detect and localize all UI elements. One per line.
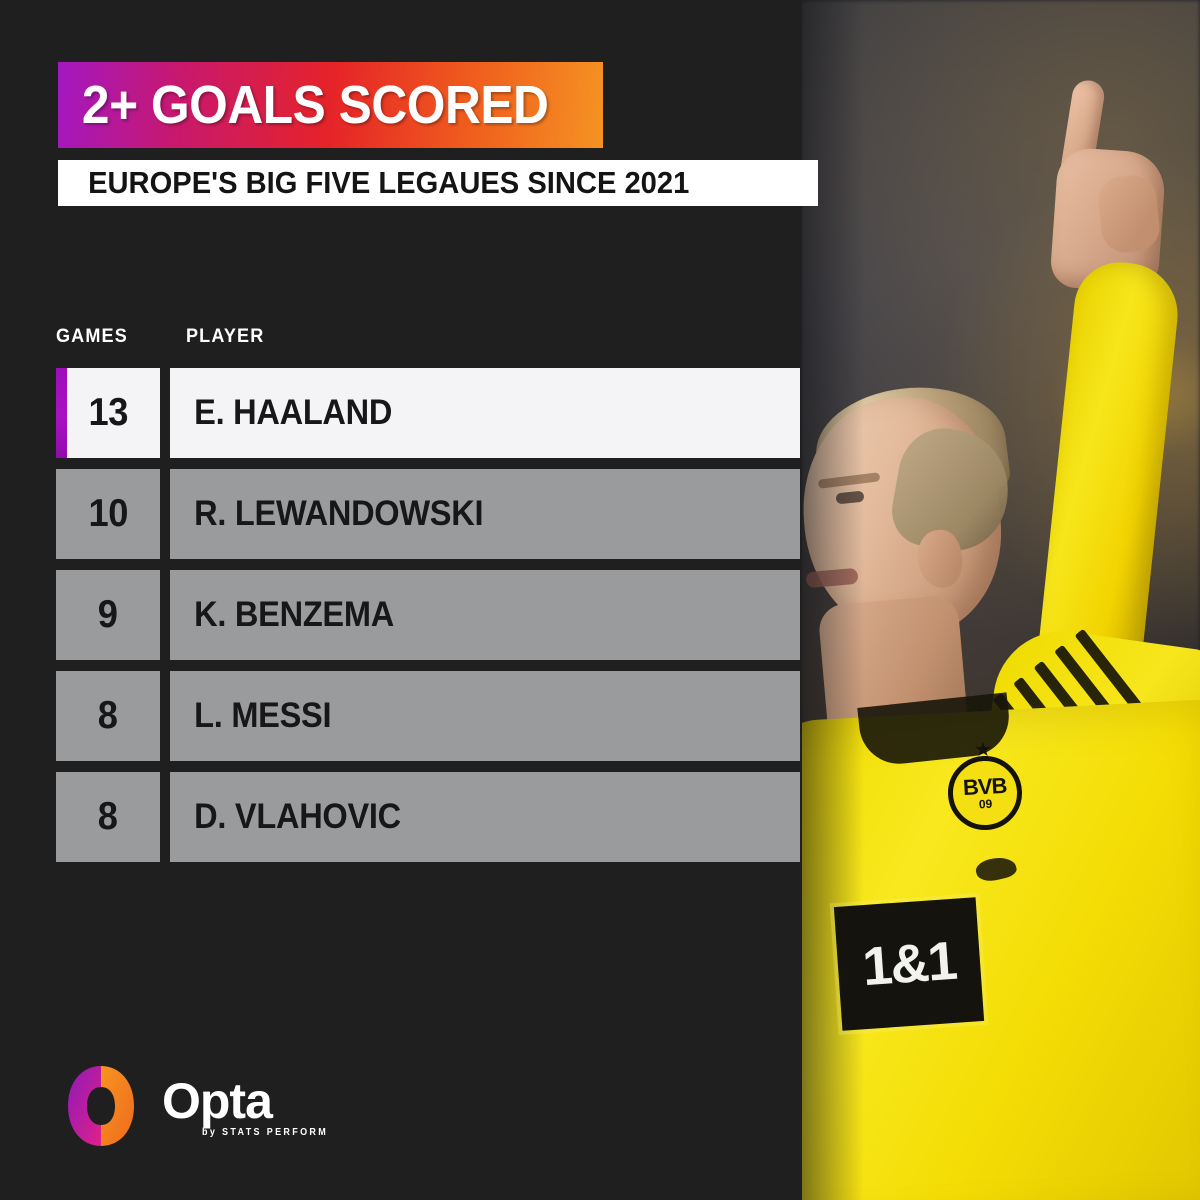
sponsor-patch: 1&1 — [833, 897, 985, 1031]
page-subtitle: EUROPE'S BIG FIVE LEGAUES SINCE 2021 — [88, 165, 690, 200]
player-name: R. LEWANDOWSKI — [194, 494, 484, 533]
table-row[interactable]: 8 D. VLAHOVIC — [56, 772, 802, 862]
cell-games: 13 — [56, 368, 160, 458]
page-title: 2+ GOALS SCORED — [81, 75, 549, 135]
player-name: E. HAALAND — [194, 393, 393, 432]
games-value: 9 — [98, 593, 118, 636]
opta-tagline: by STATS PERFORM — [202, 1126, 329, 1138]
player-name: L. MESSI — [194, 696, 332, 735]
column-header-player: PLAYER — [186, 326, 265, 347]
sponsor-label: 1&1 — [860, 930, 958, 998]
games-value: 10 — [88, 492, 128, 535]
crest-year: 09 — [978, 796, 993, 812]
table-row[interactable]: 13 E. HAALAND — [56, 368, 802, 458]
crest-letters: BVB — [962, 772, 1008, 801]
cell-player: L. MESSI — [170, 671, 800, 761]
cell-player: E. HAALAND — [170, 368, 800, 458]
table-row[interactable]: 10 R. LEWANDOWSKI — [56, 469, 802, 559]
cell-player: D. VLAHOVIC — [170, 772, 800, 862]
player-name: K. BENZEMA — [194, 595, 394, 634]
title-banner: 2+ GOALS SCORED — [58, 62, 603, 148]
games-value: 8 — [98, 694, 118, 737]
opta-mark-icon — [62, 1063, 140, 1149]
crest-star-icon: ★ — [974, 739, 992, 761]
cell-games: 9 — [56, 570, 160, 660]
opta-wordmark: Opta by STATS PERFORM — [162, 1074, 342, 1138]
table-row[interactable]: 9 K. BENZEMA — [56, 570, 802, 660]
cell-games: 10 — [56, 469, 160, 559]
subtitle-bar: EUROPE'S BIG FIVE LEGAUES SINCE 2021 — [58, 160, 818, 206]
column-headers: GAMES PLAYER — [56, 326, 796, 352]
opta-logo: Opta by STATS PERFORM — [62, 1058, 342, 1154]
cell-player: K. BENZEMA — [170, 570, 800, 660]
leaderboard: 13 E. HAALAND 10 R. LEWANDOWSKI 9 K. BEN… — [56, 368, 802, 873]
player-name: D. VLAHOVIC — [194, 797, 401, 836]
table-row[interactable]: 8 L. MESSI — [56, 671, 802, 761]
cell-games: 8 — [56, 772, 160, 862]
leader-accent-bar — [56, 368, 67, 458]
knuckles — [1096, 173, 1162, 255]
cell-games: 8 — [56, 671, 160, 761]
column-header-games: GAMES — [56, 326, 128, 347]
cell-player: R. LEWANDOWSKI — [170, 469, 800, 559]
opta-name: Opta — [162, 1073, 273, 1130]
games-value: 13 — [88, 391, 128, 434]
games-value: 8 — [98, 795, 118, 838]
